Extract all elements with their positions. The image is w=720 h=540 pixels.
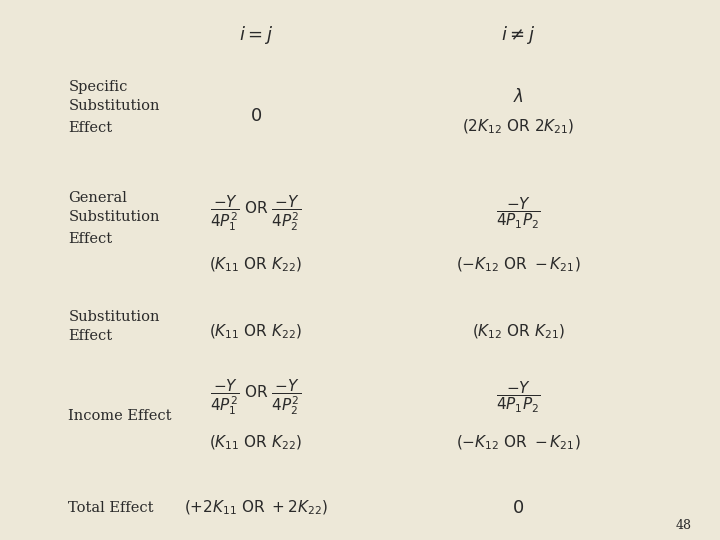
Text: Effect: Effect <box>68 329 112 343</box>
Text: $0$: $0$ <box>250 107 261 125</box>
Text: Substitution: Substitution <box>68 210 160 224</box>
Text: Substitution: Substitution <box>68 99 160 113</box>
Text: Income Effect: Income Effect <box>68 409 172 423</box>
Text: Effect: Effect <box>68 121 112 135</box>
Text: Substitution: Substitution <box>68 310 160 324</box>
Text: 48: 48 <box>675 519 691 532</box>
Text: General: General <box>68 191 127 205</box>
Text: $(-K_{12}\ \mathrm{OR}\ -K_{21})$: $(-K_{12}\ \mathrm{OR}\ -K_{21})$ <box>456 255 581 274</box>
Text: $(K_{11}\ \mathrm{OR}\ K_{22})$: $(K_{11}\ \mathrm{OR}\ K_{22})$ <box>209 323 302 341</box>
Text: $\dfrac{-Y}{4P_1^2}\ \mathrm{OR}\ \dfrac{-Y}{4P_2^2}$: $\dfrac{-Y}{4P_1^2}\ \mathrm{OR}\ \dfrac… <box>210 377 301 417</box>
Text: $(K_{12}\ \mathrm{OR}\ K_{21})$: $(K_{12}\ \mathrm{OR}\ K_{21})$ <box>472 323 565 341</box>
Text: Total Effect: Total Effect <box>68 501 154 515</box>
Text: $(K_{11}\ \mathrm{OR}\ K_{22})$: $(K_{11}\ \mathrm{OR}\ K_{22})$ <box>209 255 302 274</box>
Text: $(-K_{12}\ \mathrm{OR}\ -K_{21})$: $(-K_{12}\ \mathrm{OR}\ -K_{21})$ <box>456 434 581 452</box>
Text: Specific: Specific <box>68 80 127 94</box>
Text: $i = j$: $i = j$ <box>238 24 273 46</box>
Text: $(K_{11}\ \mathrm{OR}\ K_{22})$: $(K_{11}\ \mathrm{OR}\ K_{22})$ <box>209 434 302 452</box>
Text: Effect: Effect <box>68 232 112 246</box>
Text: $i \neq j$: $i \neq j$ <box>501 24 536 46</box>
Text: $\dfrac{-Y}{4P_1 P_2}$: $\dfrac{-Y}{4P_1 P_2}$ <box>496 379 541 415</box>
Text: $0$: $0$ <box>513 498 524 517</box>
Text: $(+2K_{11}\ \mathrm{OR}\ +2K_{22})$: $(+2K_{11}\ \mathrm{OR}\ +2K_{22})$ <box>184 498 328 517</box>
Text: $\dfrac{-Y}{4P_1 P_2}$: $\dfrac{-Y}{4P_1 P_2}$ <box>496 195 541 231</box>
Text: $(2K_{12}\ \mathrm{OR}\ 2K_{21})$: $(2K_{12}\ \mathrm{OR}\ 2K_{21})$ <box>462 118 575 136</box>
Text: $\lambda$: $\lambda$ <box>513 88 524 106</box>
Text: $\dfrac{-Y}{4P_1^2}\ \mathrm{OR}\ \dfrac{-Y}{4P_2^2}$: $\dfrac{-Y}{4P_1^2}\ \mathrm{OR}\ \dfrac… <box>210 193 301 233</box>
